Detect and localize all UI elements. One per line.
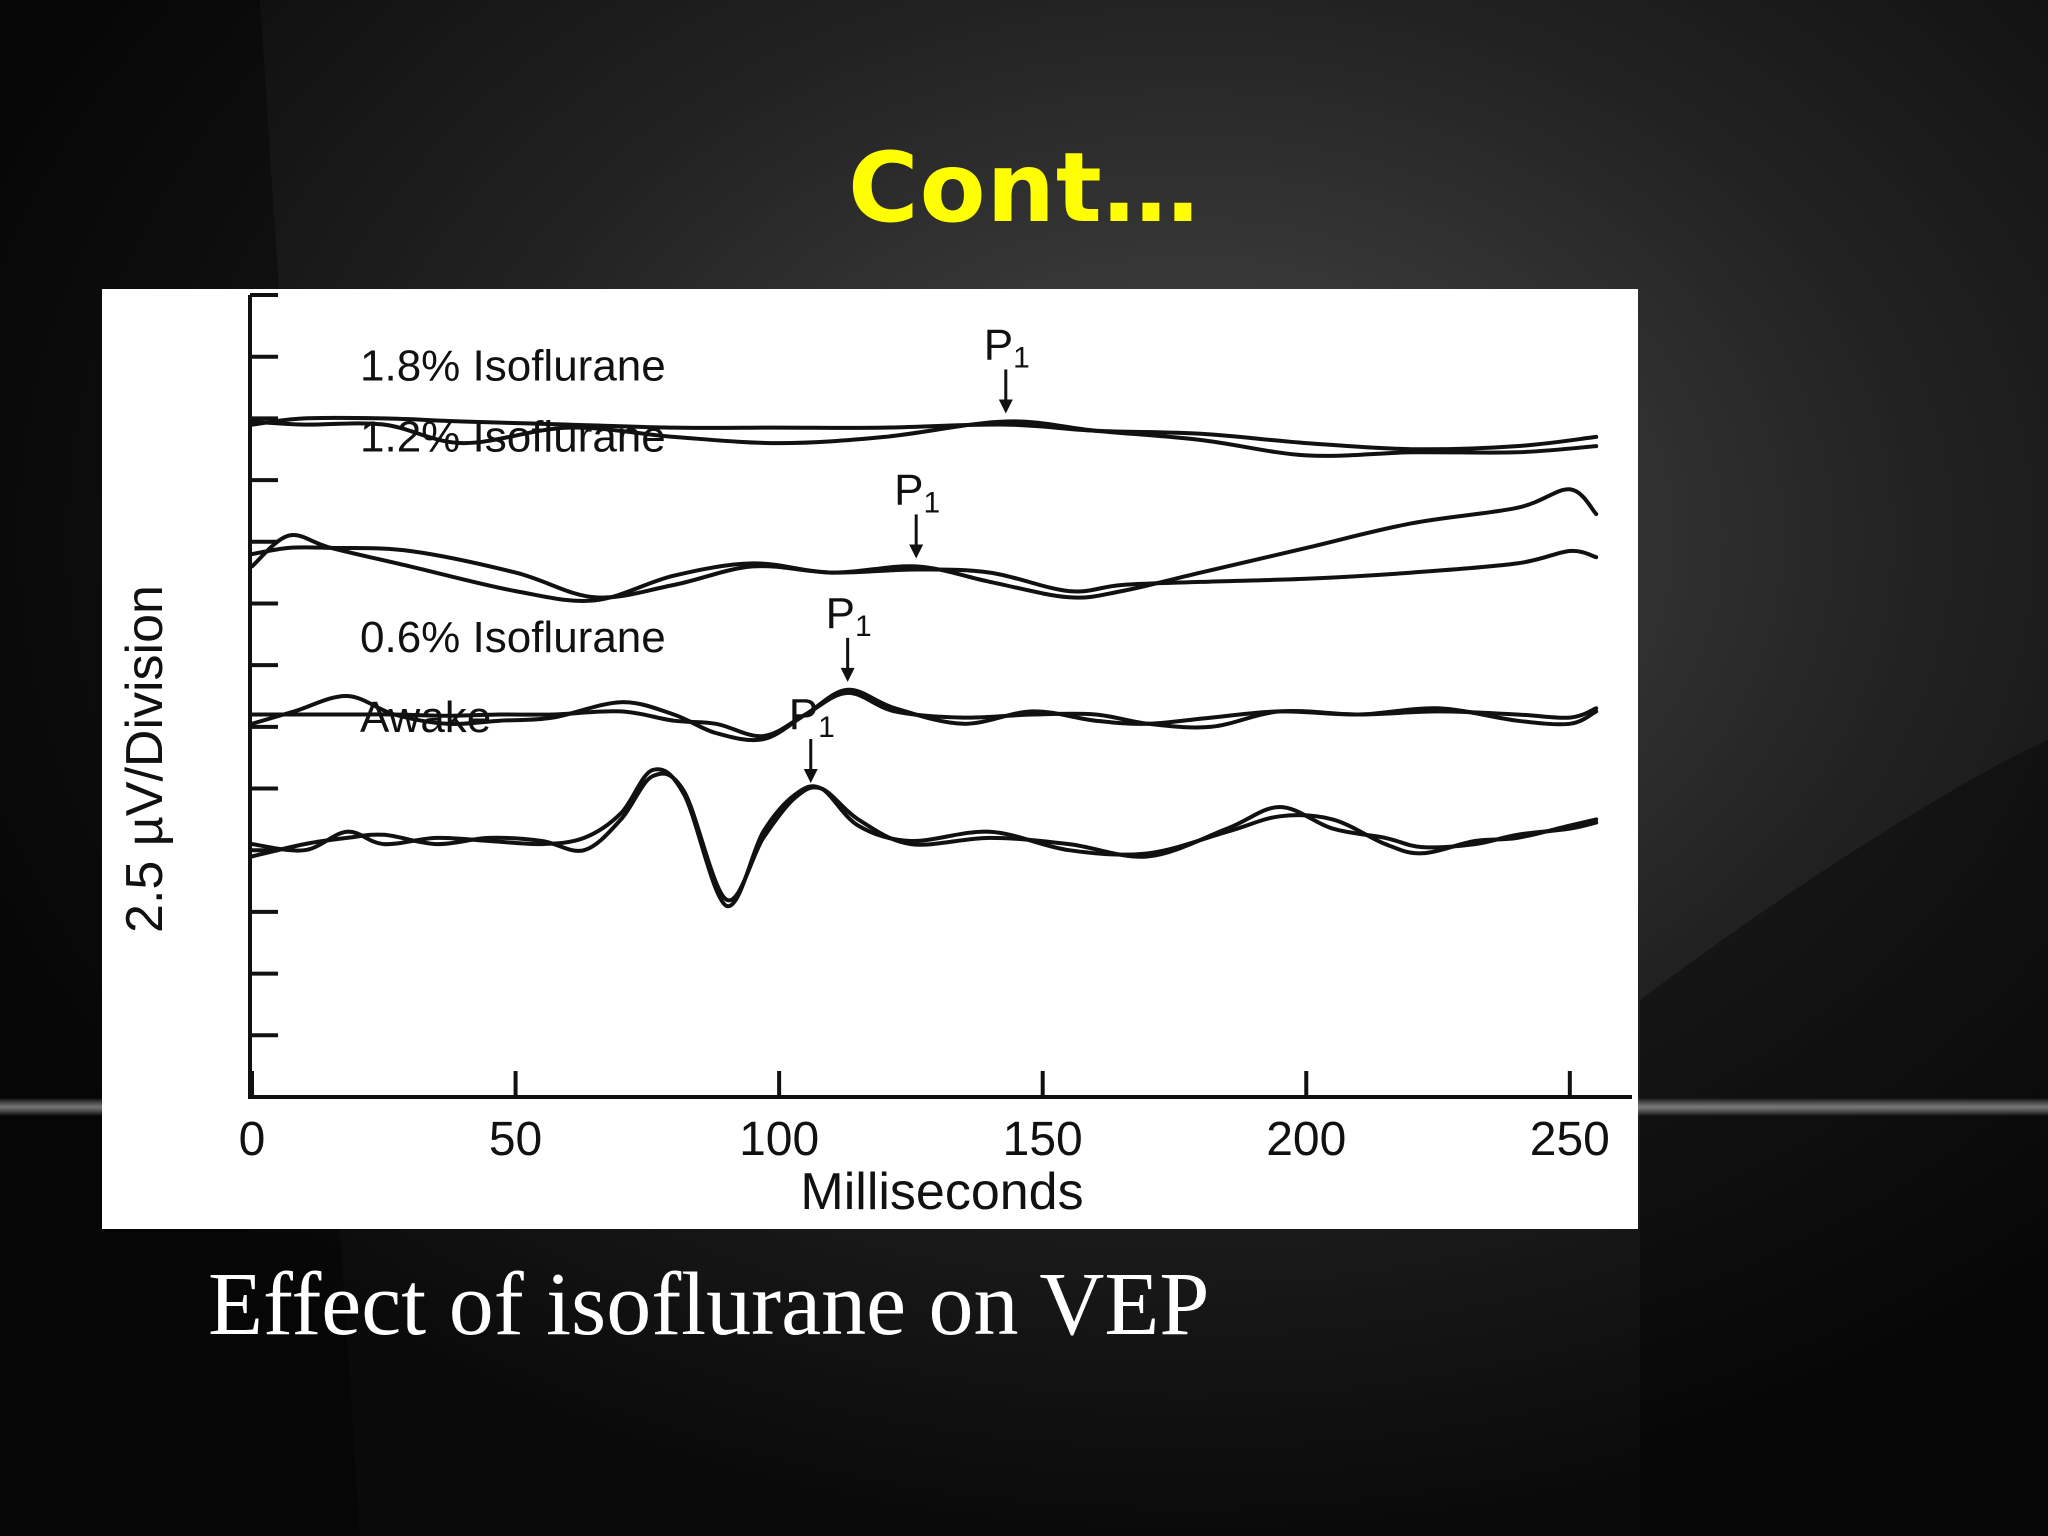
slide-title: Cont…: [848, 132, 1200, 244]
x-tick-label: 200: [1266, 1113, 1346, 1166]
p1-label: P1: [984, 320, 1030, 374]
trace-4-trial-2: [250, 771, 1599, 903]
axes: 0 50 100 150 200 250: [239, 293, 1632, 1166]
trace-2-trial-2: [250, 487, 1599, 603]
panel-labels: 1.8% Isoflurane P1 1.2% Isoflurane P1 0.6% I…: [360, 320, 1030, 784]
x-tick-label: 250: [1530, 1113, 1610, 1166]
x-tick-label: 0: [239, 1113, 266, 1166]
p1-label: P1: [894, 465, 940, 519]
y-axis-label: 2.5 µV/Division: [116, 585, 174, 933]
p1-marker: P1: [826, 589, 872, 682]
x-tick-label: 100: [739, 1113, 819, 1166]
trace-4-trial-1: [250, 767, 1599, 908]
y-ticks: [250, 293, 278, 1038]
slide-caption: Effect of isoflurane on VEP: [208, 1255, 1210, 1354]
traces: [250, 415, 1599, 908]
x-ticks: 0 50 100 150 200 250: [239, 1071, 1610, 1166]
trace-1-trial-2: [250, 419, 1599, 458]
vep-figure: 0 50 100 150 200 250 1.8% Isoflurane P1 1.2% Is…: [102, 289, 1638, 1229]
p1-marker: P1: [984, 320, 1030, 414]
p1-marker: P1: [894, 465, 940, 559]
x-tick-label: 50: [489, 1113, 542, 1166]
trace-2-trial-1: [250, 545, 1599, 600]
trace-1-trial-1: [250, 415, 1599, 452]
panel-label: Awake: [360, 693, 491, 742]
panel-label: 1.8% Isoflurane: [360, 341, 666, 390]
x-axis-label: Milliseconds: [800, 1163, 1083, 1221]
x-tick-label: 150: [1003, 1113, 1083, 1166]
p1-marker: P1: [789, 690, 835, 784]
panel-label: 1.2% Isoflurane: [360, 412, 666, 461]
p1-label: P1: [826, 589, 872, 643]
vep-chart: 0 50 100 150 200 250 1.8% Isoflurane P1 1.2% Is…: [116, 293, 1632, 1221]
trace-3-trial-2: [250, 690, 1599, 739]
panel-label: 0.6% Isoflurane: [360, 613, 666, 662]
